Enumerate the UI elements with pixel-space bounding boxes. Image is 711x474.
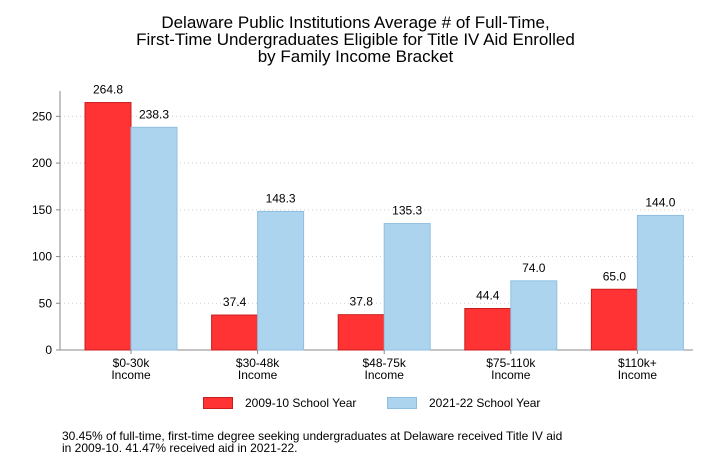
legend-item-2021-22: 2021-22 School Year (387, 396, 540, 410)
data-label-2021-22-3: 74.0 (522, 261, 546, 275)
y-tick-label: 100 (32, 250, 52, 264)
bar-2009-10-3 (464, 308, 512, 351)
footnote-line-1: 30.45% of full-time, first-time degree s… (62, 429, 563, 443)
y-tick-label: 250 (32, 109, 52, 123)
data-label-2021-22-0: 238.3 (139, 107, 169, 121)
bar-2009-10-0 (84, 102, 132, 351)
bar-2021-22-2 (383, 223, 431, 351)
y-tick-label: 200 (32, 156, 52, 170)
data-label-2009-10-1: 37.4 (223, 295, 247, 309)
bar-2009-10-2 (337, 314, 385, 351)
legend-label-2009-10: 2009-10 School Year (245, 396, 357, 410)
legend-swatch-2021-22 (387, 397, 417, 409)
chart-title: Delaware Public Institutions Average # o… (0, 14, 711, 65)
x-tick-label: $75-110k (486, 356, 536, 370)
chart-title-line-1: Delaware Public Institutions Average # o… (161, 13, 550, 32)
data-label-2009-10-2: 37.8 (350, 295, 374, 309)
x-tick-label: Income (365, 368, 405, 382)
x-tick-label: $48-75k (363, 356, 407, 370)
legend-label-2021-22: 2021-22 School Year (429, 396, 541, 410)
bar-2021-22-1 (257, 210, 305, 351)
bar-2021-22-4 (636, 214, 684, 351)
bar-chart: 050100150200250264.8238.3$0-30kIncome37.… (32, 83, 693, 382)
x-tick-label: Income (618, 368, 658, 382)
x-tick-label: $0-30k (113, 356, 151, 370)
x-tick-label: $110k+ (618, 356, 657, 370)
x-tick-label: $30-48k (236, 356, 280, 370)
data-label-2021-22-2: 135.3 (392, 204, 422, 218)
data-label-2009-10-0: 264.8 (93, 83, 123, 97)
footnote: 30.45% of full-time, first-time degree s… (62, 430, 562, 454)
legend-swatch-2009-10 (203, 397, 233, 409)
chart-title-line-3: by Family Income Bracket (257, 47, 454, 66)
data-label-2009-10-4: 65.0 (603, 269, 627, 283)
bar-2021-22-0 (130, 126, 178, 351)
data-label-2021-22-4: 144.0 (645, 195, 675, 209)
bar-2009-10-4 (590, 288, 638, 351)
x-tick-label: Income (111, 368, 151, 382)
legend-item-2009-10: 2009-10 School Year (203, 396, 356, 410)
bar-2009-10-1 (211, 314, 259, 351)
y-tick-label: 150 (32, 203, 52, 217)
data-label-2009-10-3: 44.4 (476, 289, 500, 303)
footnote-line-2: in 2009-10. 41.47% received aid in 2021-… (62, 441, 298, 455)
x-tick-label: Income (238, 368, 278, 382)
y-tick-label: 50 (39, 296, 53, 310)
legend: 2009-10 School Year 2021-22 School Year (0, 396, 711, 416)
chart-title-line-2: First-Time Undergraduates Eligible for T… (136, 30, 575, 49)
y-tick-label: 0 (45, 343, 52, 357)
bar-2021-22-3 (510, 280, 558, 351)
data-label-2021-22-1: 148.3 (266, 191, 296, 205)
x-tick-label: Income (491, 368, 531, 382)
